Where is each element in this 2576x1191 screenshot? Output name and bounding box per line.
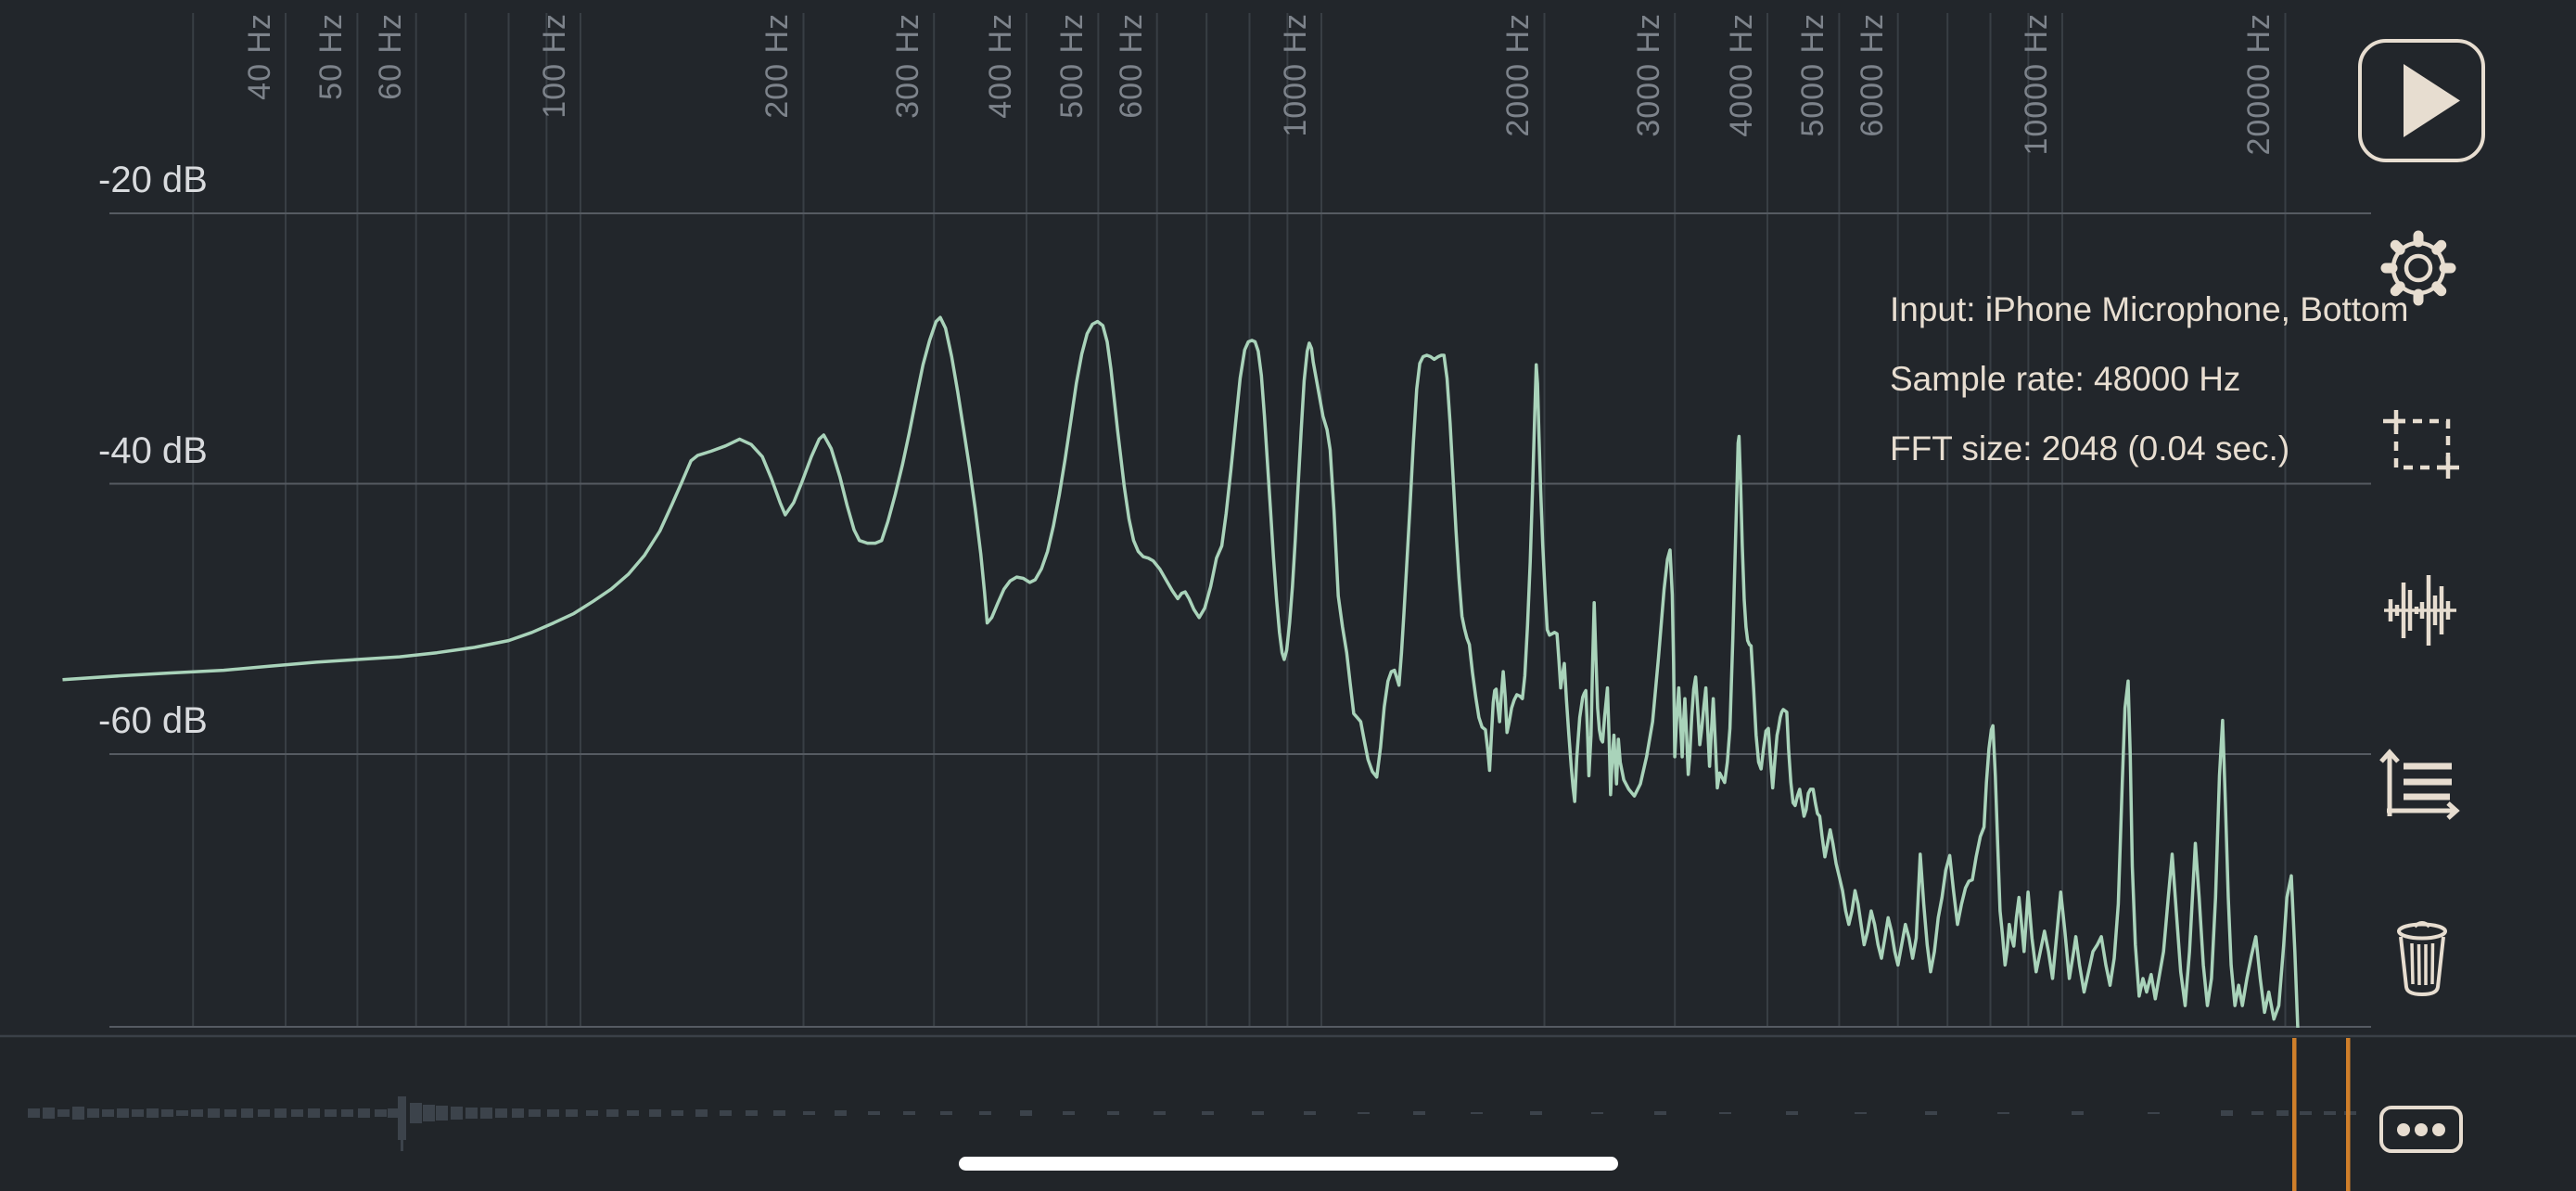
overview-marker-2[interactable] <box>2346 1038 2351 1191</box>
freq-tick-label: 40 Hz <box>242 13 277 100</box>
gear-icon <box>2378 227 2459 309</box>
axis-scale-icon <box>2378 742 2463 820</box>
input-info: Input: iPhone Microphone, Bottom Sample … <box>1890 275 2408 483</box>
trash-icon <box>2395 917 2449 999</box>
waveform-view-button[interactable] <box>2383 570 2457 651</box>
frequency-scale-button[interactable] <box>2378 742 2463 820</box>
overview-marker-1[interactable] <box>2292 1038 2297 1191</box>
freq-tick-label: 6000 Hz <box>1855 13 1890 137</box>
db-tick-label: -40 dB <box>98 430 208 471</box>
freq-tick-label: 600 Hz <box>1114 13 1149 119</box>
clear-button[interactable] <box>2395 917 2449 999</box>
play-button[interactable] <box>2358 39 2485 162</box>
freq-tick-label: 200 Hz <box>759 13 795 119</box>
db-tick-label: -60 dB <box>98 700 208 741</box>
settings-button[interactable] <box>2378 227 2459 309</box>
sample-rate-line: Sample rate: 48000 Hz <box>1890 360 2241 398</box>
crop-marquee-icon <box>2381 408 2461 480</box>
freq-tick-label: 5000 Hz <box>1795 13 1830 137</box>
spectrum-curve <box>62 315 2300 1028</box>
freq-tick-label: 3000 Hz <box>1631 13 1666 137</box>
home-indicator[interactable] <box>959 1157 1618 1171</box>
db-tick-label: -20 dB <box>98 160 208 200</box>
overview-waveform <box>28 1096 2356 1151</box>
freq-tick-label: 100 Hz <box>537 13 572 119</box>
frequency-gridlines <box>192 13 2287 1027</box>
input-device-line: Input: iPhone Microphone, Bottom <box>1890 290 2409 328</box>
fft-size-line: FFT size: 2048 (0.04 sec.) <box>1890 429 2290 467</box>
freq-tick-label: 10000 Hz <box>2019 13 2054 156</box>
waveform-icon <box>2383 570 2457 651</box>
freq-tick-label: 400 Hz <box>983 13 1018 119</box>
freq-tick-label: 1000 Hz <box>1278 13 1313 137</box>
play-icon <box>2358 39 2485 162</box>
freq-tick-label: 50 Hz <box>313 13 349 100</box>
ellipsis-icon <box>2379 1106 2463 1153</box>
freq-tick-label: 500 Hz <box>1054 13 1090 119</box>
freq-tick-label: 60 Hz <box>373 13 408 100</box>
more-options-button[interactable] <box>2379 1106 2463 1153</box>
freq-tick-label: 2000 Hz <box>1500 13 1536 137</box>
selection-button[interactable] <box>2381 408 2461 480</box>
freq-tick-label: 300 Hz <box>890 13 925 119</box>
freq-tick-label: 20000 Hz <box>2241 13 2276 156</box>
freq-tick-label: 4000 Hz <box>1724 13 1759 137</box>
